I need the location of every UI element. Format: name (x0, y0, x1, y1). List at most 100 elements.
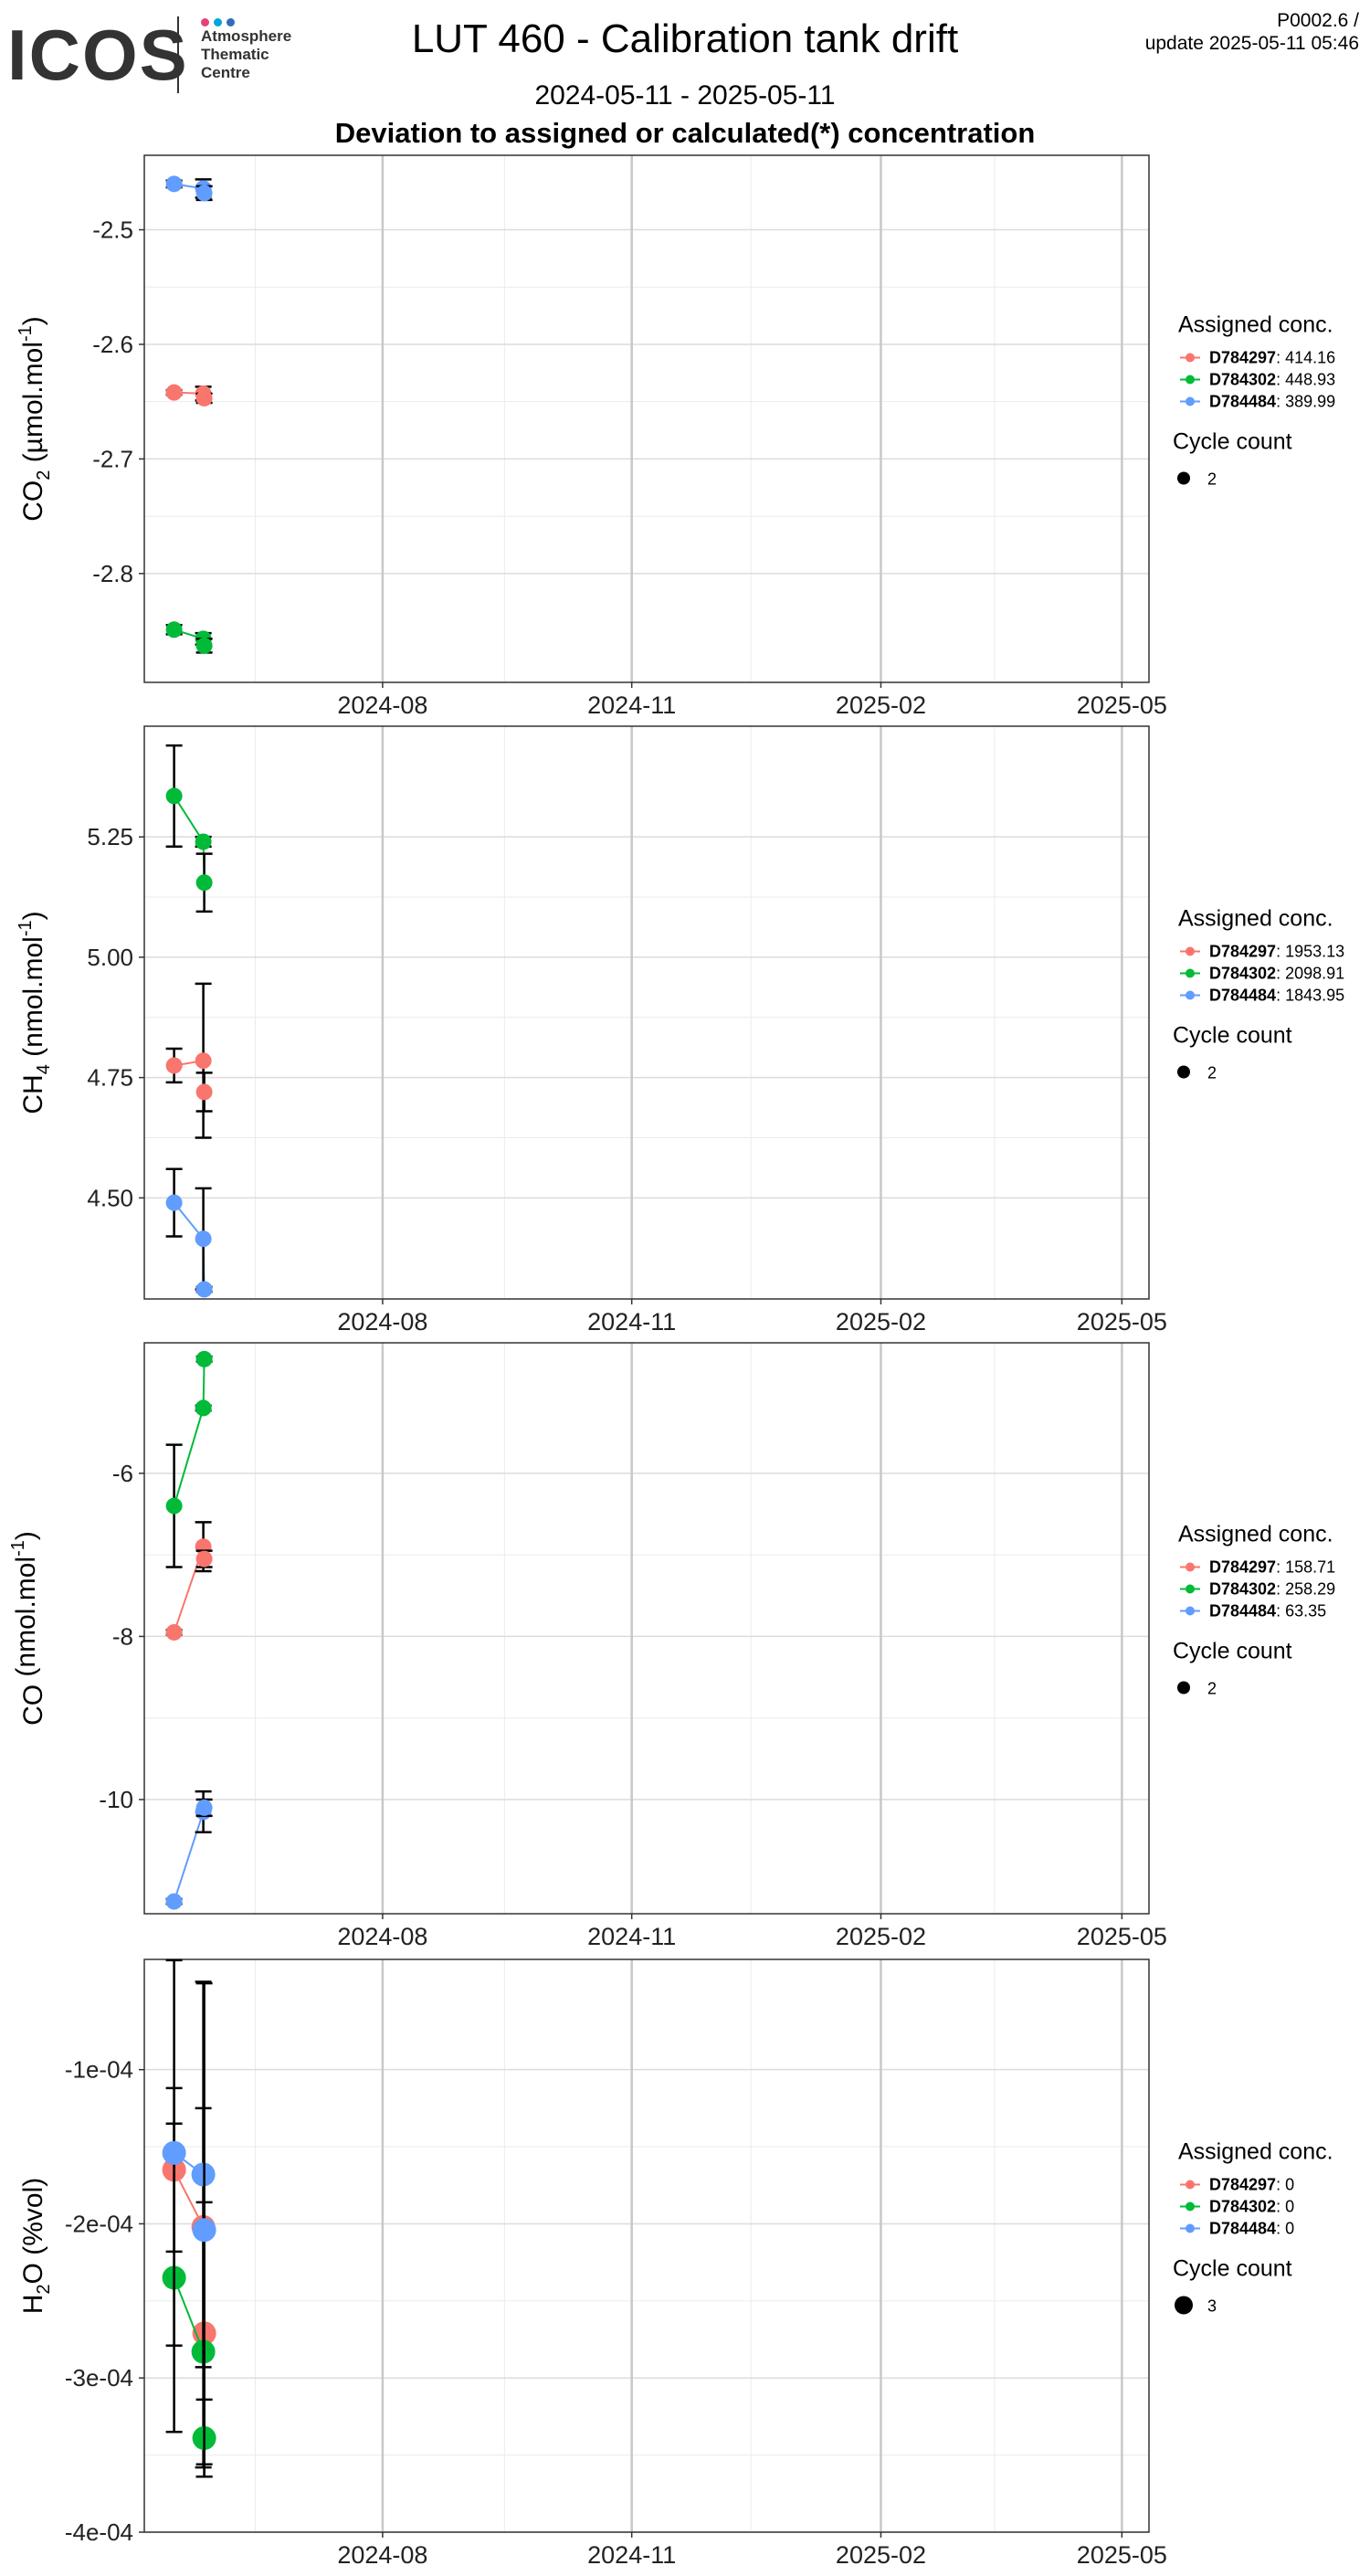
y-axis-label-part: ) (18, 911, 48, 920)
data-point (165, 1623, 183, 1641)
x-tick-label: 2024-08 (337, 692, 427, 719)
legend-key-point (1186, 946, 1195, 956)
logo-sub-line: Atmosphere (201, 27, 292, 45)
legend-entry-name: D784297 (1209, 2176, 1276, 2194)
y-axis-label-part: 4 (34, 1064, 54, 1074)
y-tick-label: -10 (99, 1786, 133, 1813)
size-legend-label: 3 (1207, 2297, 1217, 2316)
series-D784302 (165, 1350, 213, 1568)
version-info: P0002.6 / update 2025-05-11 05:46 (1145, 9, 1359, 55)
legend-key-point (1186, 353, 1195, 363)
series-D784297 (165, 384, 213, 406)
plot-background (144, 155, 1149, 682)
data-point (195, 1230, 212, 1248)
legend-key-point (1186, 1562, 1195, 1572)
data-point (195, 1799, 213, 1816)
plot-background (144, 1959, 1149, 2532)
x-tick-label: 2025-05 (1077, 692, 1167, 719)
legend-entry: D784297: 1953.13 (1209, 943, 1344, 961)
legend-entry-value: : 1843.95 (1276, 987, 1344, 1005)
data-point (195, 1550, 213, 1568)
x-tick-label: 2024-08 (337, 1308, 427, 1336)
legend-entry: D784484: 0 (1209, 2220, 1294, 2238)
x-tick-label: 2025-02 (836, 692, 926, 719)
legend-entry-name: D784297 (1209, 349, 1276, 367)
data-point (165, 621, 183, 639)
series-D784484 (165, 1789, 213, 1910)
data-point (165, 1194, 183, 1211)
logo-sub-line: Thematic (201, 46, 269, 63)
y-axis-label-part: (nmol.mol (11, 1557, 41, 1684)
x-tick-label: 2025-02 (836, 1308, 926, 1336)
size-legend-point (1175, 2296, 1193, 2315)
legend-key-point (1186, 968, 1195, 978)
y-tick-label: -2.7 (92, 445, 133, 472)
y-tick-label: -2e-04 (65, 2210, 133, 2237)
y-axis-label-part: -1 (16, 920, 36, 936)
x-tick-label: 2024-11 (587, 692, 676, 719)
legend-entry-value: : 448.93 (1276, 371, 1335, 389)
data-point (195, 1083, 213, 1101)
y-axis-label-part: (nmol.mol (18, 936, 48, 1064)
legend-entry-value: : 1953.13 (1276, 943, 1344, 961)
legend-key-point (1186, 990, 1195, 1000)
logo-subtitle: Atmosphere Thematic Centre (201, 27, 311, 82)
y-tick-label: -6 (112, 1460, 133, 1487)
data-point (195, 185, 213, 202)
series-D784302 (165, 744, 213, 913)
x-tick-label: 2024-11 (587, 1308, 676, 1336)
y-tick-label: 4.50 (87, 1184, 133, 1211)
x-tick-label: 2024-11 (587, 2541, 676, 2569)
series-D784302 (165, 621, 213, 654)
legend-entry-value: : 414.16 (1276, 349, 1335, 367)
series-D784297 (165, 1521, 213, 1641)
plot-border (143, 154, 1150, 683)
x-tick-label: 2025-05 (1077, 2541, 1167, 2569)
size-legend-point (1177, 1065, 1190, 1079)
y-tick-label: -3e-04 (65, 2364, 133, 2391)
y-axis-label-part: (µmol.mol (18, 342, 48, 470)
data-point (195, 637, 213, 654)
legend-entry-value: : 2098.91 (1276, 965, 1344, 983)
date-range: 2024-05-11 - 2025-05-11 (534, 80, 836, 111)
data-point (195, 389, 213, 406)
legend-title: Assigned conc. (1178, 906, 1333, 932)
legend-entry-value: : 0 (1276, 2198, 1294, 2216)
legend-entry-name: D784302 (1209, 2198, 1276, 2216)
legend-entry: D784302: 258.29 (1209, 1580, 1335, 1599)
plot-border (143, 1342, 1150, 1915)
legend-entry-name: D784302 (1209, 1580, 1276, 1599)
chart-subtitle: Deviation to assigned or calculated(*) c… (334, 117, 1036, 149)
data-point (195, 1399, 212, 1417)
size-legend-label: 2 (1207, 1064, 1217, 1082)
y-axis-label-part: CO (18, 1684, 48, 1726)
legend-entry-name: D784484 (1209, 393, 1276, 411)
chart-panel-4: -4e-04 -3e-04 -2e-04 -1e-04 2024-08 2024-11 20… (18, 1958, 1333, 2569)
legend-entry-name: D784302 (1209, 371, 1276, 389)
series-D784484 (165, 1167, 213, 1298)
legend-entry-name: D784297 (1209, 1558, 1276, 1577)
y-axis-label-part: O (%vol) (18, 2178, 48, 2285)
legend-entry: D784484: 63.35 (1209, 1602, 1326, 1621)
y-axis-label: CO (nmol.mol-1) (8, 1531, 48, 1726)
legend-entry: D784302: 448.93 (1209, 371, 1335, 389)
legend-title: Assigned conc. (1178, 1522, 1333, 1547)
data-point (162, 2140, 186, 2165)
size-legend-label: 2 (1207, 1680, 1217, 1698)
chart-panel-1: -2.8 -2.7 -2.6 -2.5 2024-08 2024-11 2025-02 202… (16, 154, 1335, 719)
legend-entry: D784484: 389.99 (1209, 393, 1335, 411)
size-legend-title: Cycle count (1173, 1023, 1292, 1049)
icos-logo: ICOS Atmosphere Thematic Centre (7, 13, 300, 97)
x-tick-label: 2024-08 (337, 2541, 427, 2569)
logo-dot (201, 18, 209, 26)
data-point (195, 833, 212, 850)
legend-entry: D784297: 158.71 (1209, 1558, 1335, 1577)
legend-entry-value: : 0 (1276, 2176, 1294, 2194)
legend-entry: D784484: 1843.95 (1209, 987, 1344, 1005)
logo-divider (177, 16, 179, 93)
y-axis-label-part: 2 (34, 470, 54, 480)
legend-entry-value: : 258.29 (1276, 1580, 1335, 1599)
logo-dot (227, 18, 235, 26)
legend-key-point (1186, 2180, 1195, 2190)
plot-border (143, 1958, 1150, 2533)
